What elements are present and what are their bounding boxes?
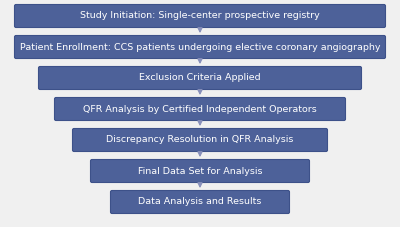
Text: Exclusion Criteria Applied: Exclusion Criteria Applied [139, 74, 261, 82]
Text: Discrepancy Resolution in QFR Analysis: Discrepancy Resolution in QFR Analysis [106, 136, 294, 145]
Text: Final Data Set for Analysis: Final Data Set for Analysis [138, 166, 262, 175]
Text: Study Initiation: Single-center prospective registry: Study Initiation: Single-center prospect… [80, 12, 320, 20]
Text: QFR Analysis by Certified Independent Operators: QFR Analysis by Certified Independent Op… [83, 104, 317, 114]
Text: Data Analysis and Results: Data Analysis and Results [138, 197, 262, 207]
FancyBboxPatch shape [14, 35, 386, 59]
FancyBboxPatch shape [72, 128, 328, 151]
FancyBboxPatch shape [90, 160, 310, 183]
Text: Patient Enrollment: CCS patients undergoing elective coronary angiography: Patient Enrollment: CCS patients undergo… [20, 42, 380, 52]
FancyBboxPatch shape [54, 98, 346, 121]
FancyBboxPatch shape [110, 190, 290, 214]
FancyBboxPatch shape [38, 67, 362, 89]
FancyBboxPatch shape [14, 5, 386, 27]
